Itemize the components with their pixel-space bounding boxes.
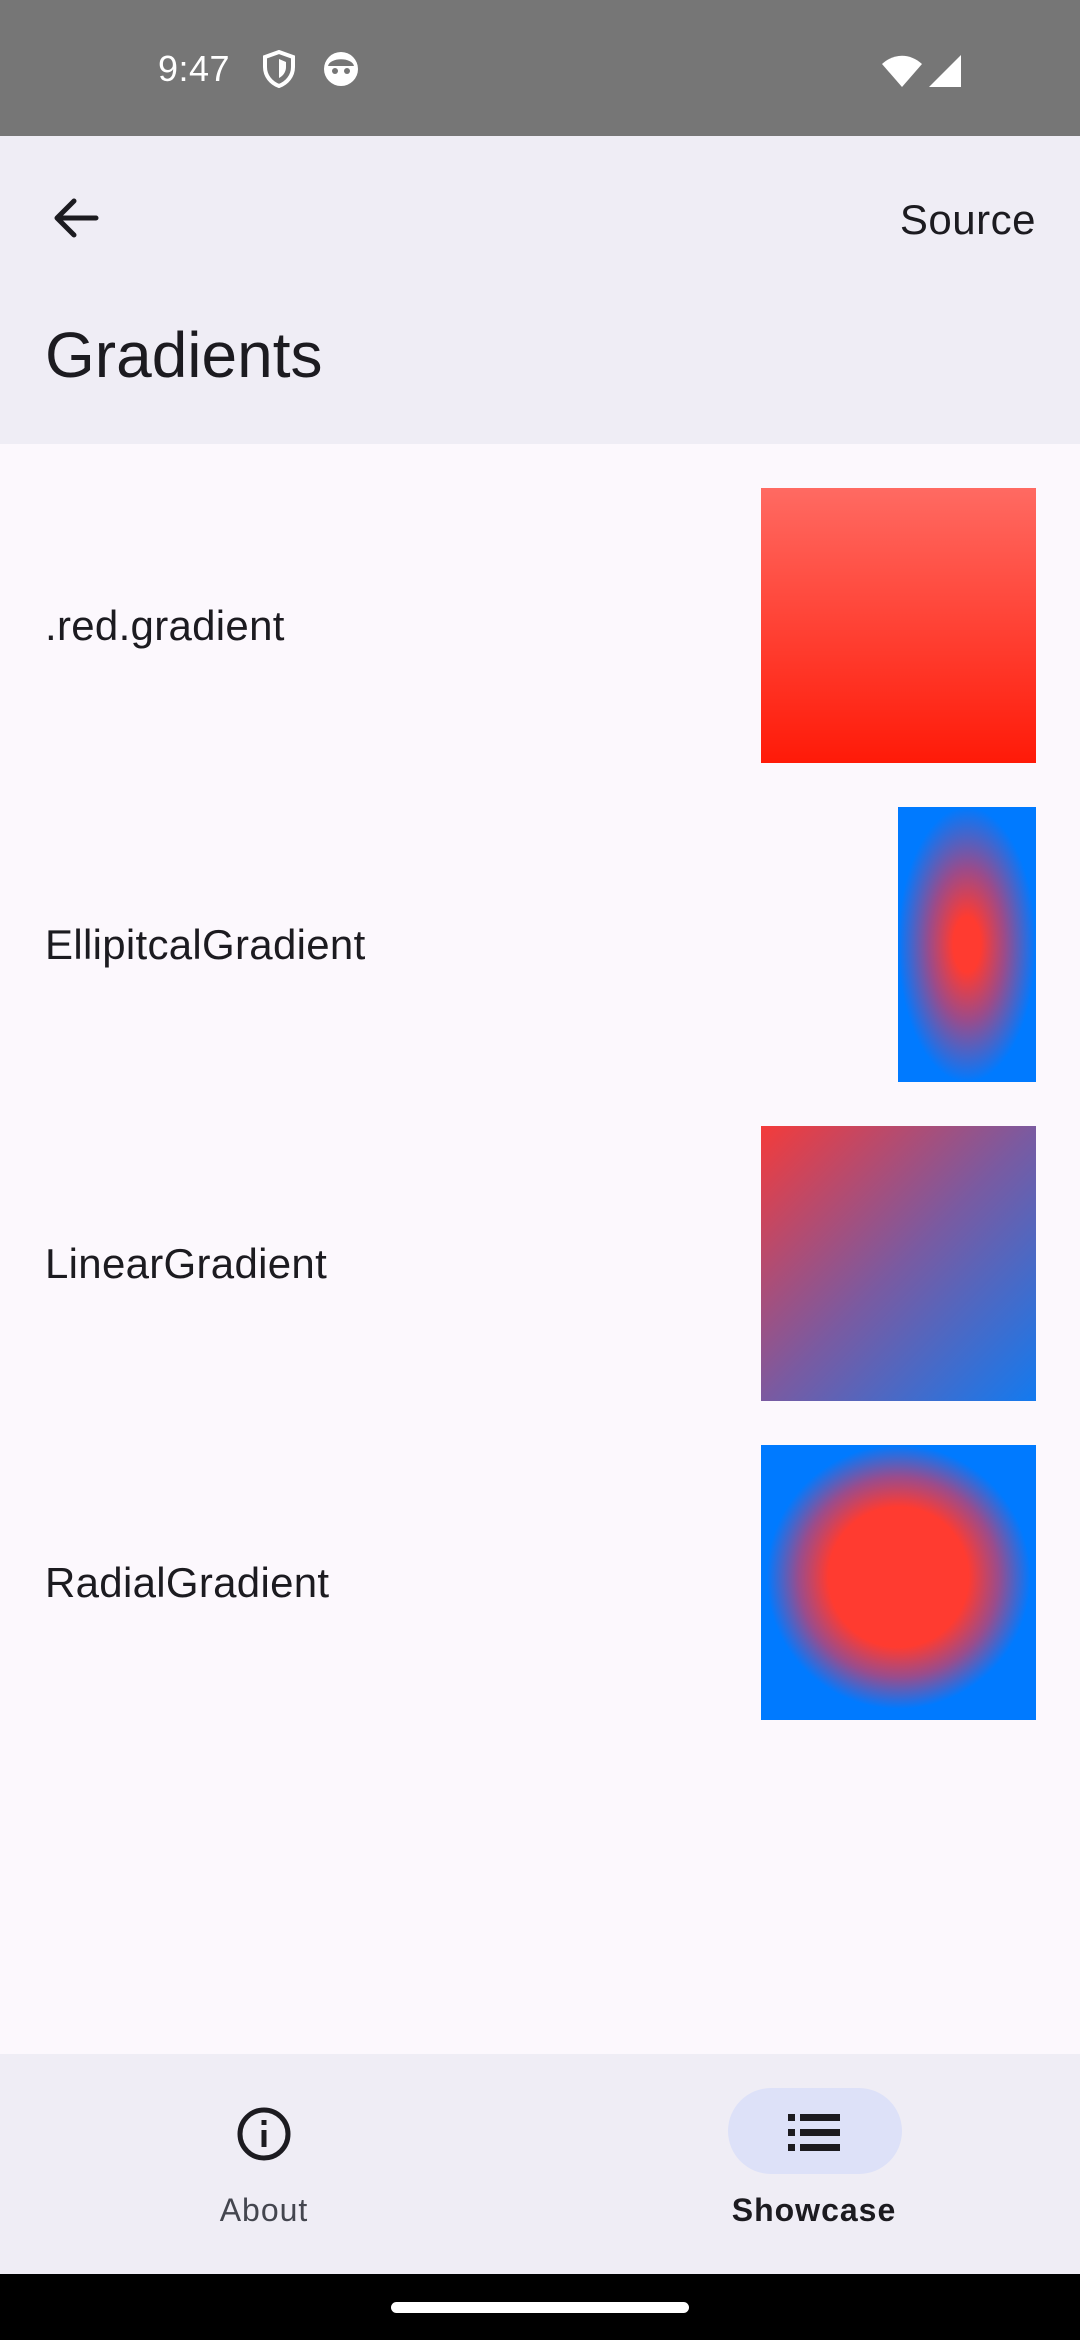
list-item: RadialGradient (0, 1401, 1080, 1720)
list-icon (786, 2110, 842, 2166)
back-button[interactable] (36, 180, 116, 260)
red-gradient-swatch (761, 488, 1036, 763)
linear-gradient-swatch (761, 1126, 1036, 1401)
list-item: EllipitcalGradient (0, 763, 1080, 1082)
list-item-label: RadialGradient (45, 1559, 330, 1606)
status-bar: 9:47 (0, 0, 1080, 136)
gesture-bar (0, 2274, 1080, 2340)
radial-gradient-swatch (761, 1445, 1036, 1720)
elliptical-gradient-swatch (898, 807, 1036, 1082)
list-item-label: .red.gradient (45, 602, 285, 649)
source-button[interactable]: Source (899, 196, 1036, 243)
arrow-left-icon (50, 192, 102, 249)
list-item-label: LinearGradient (45, 1240, 328, 1287)
info-icon (236, 2106, 292, 2162)
list-item: .red.gradient (0, 444, 1080, 763)
nav-item-about[interactable]: About (0, 2054, 540, 2274)
nav-item-showcase[interactable]: Showcase (540, 2054, 1080, 2274)
nav-label-showcase: Showcase (731, 2192, 897, 2228)
status-time: 9:47 (158, 48, 231, 89)
bottom-navigation: About Showcase (0, 2054, 1080, 2274)
signal-icon (928, 54, 962, 93)
shield-icon (262, 49, 296, 93)
page-title: Gradients (45, 319, 323, 391)
gradient-list: .red.gradient EllipitcalGradient LinearG… (0, 444, 1080, 2054)
home-gesture-handle[interactable] (391, 2302, 689, 2313)
top-app-bar (0, 136, 1080, 444)
list-item-label: EllipitcalGradient (45, 921, 366, 968)
face-icon (322, 50, 360, 93)
nav-label-about: About (219, 2192, 309, 2228)
list-item: LinearGradient (0, 1082, 1080, 1401)
wifi-icon (880, 54, 924, 93)
